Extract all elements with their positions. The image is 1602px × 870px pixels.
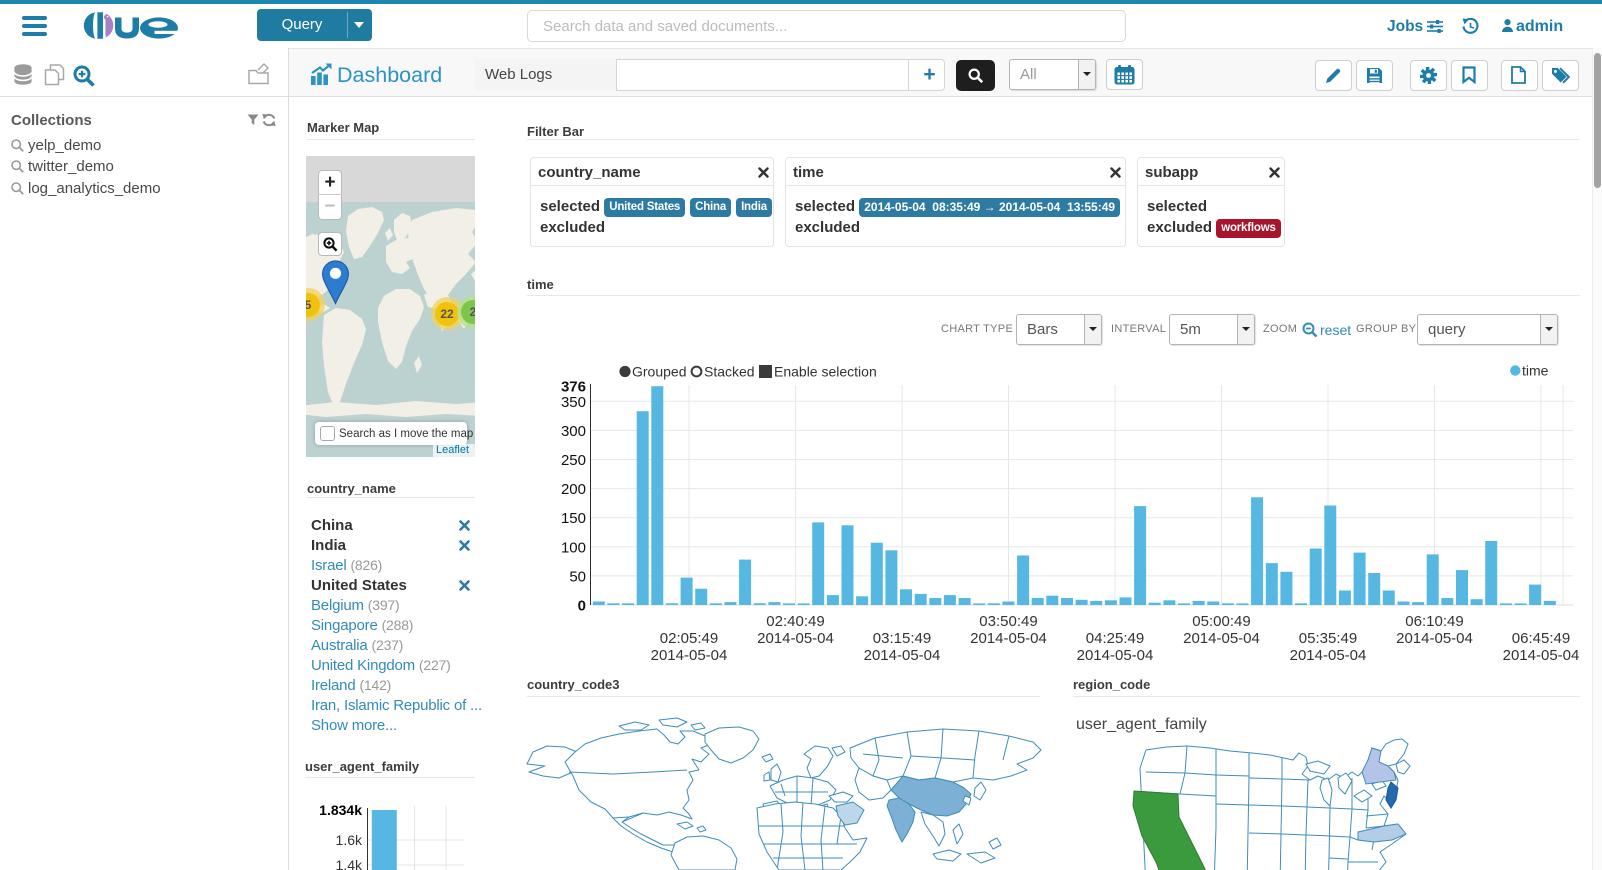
svg-text:02:05:49: 02:05:49 [660,630,718,647]
svg-text:150: 150 [561,510,586,527]
svg-text:300: 300 [561,423,586,440]
svg-text:04:25:49: 04:25:49 [1086,630,1144,647]
svg-text:2014-05-04: 2014-05-04 [1183,630,1260,647]
svg-text:2014-05-04: 2014-05-04 [970,630,1047,647]
svg-text:2014-05-04: 2014-05-04 [1396,630,1473,647]
svg-text:2014-05-04: 2014-05-04 [864,647,941,664]
svg-text:2014-05-04: 2014-05-04 [1077,647,1154,664]
svg-text:05:00:49: 05:00:49 [1192,613,1250,630]
svg-text:1.6k: 1.6k [336,832,363,848]
svg-text:350: 350 [561,394,586,411]
svg-text:Grouped: Grouped [632,364,686,380]
svg-text:200: 200 [561,481,586,498]
svg-text:06:45:49: 06:45:49 [1512,630,1570,647]
svg-text:02:40:49: 02:40:49 [766,613,824,630]
svg-text:0: 0 [578,598,586,615]
svg-text:03:50:49: 03:50:49 [979,613,1037,630]
svg-text:2014-05-04: 2014-05-04 [757,630,834,647]
svg-text:100: 100 [561,539,586,556]
svg-text:Stacked: Stacked [704,364,755,380]
svg-text:2014-05-04: 2014-05-04 [1290,647,1367,664]
svg-text:06:10:49: 06:10:49 [1405,613,1463,630]
svg-text:05:35:49: 05:35:49 [1299,630,1357,647]
svg-text:2014-05-04: 2014-05-04 [651,647,728,664]
svg-text:Enable selection: Enable selection [774,364,877,380]
svg-text:50: 50 [569,568,586,585]
svg-text:2014-05-04: 2014-05-04 [1503,647,1580,664]
svg-text:376: 376 [561,379,586,396]
svg-text:1.4k: 1.4k [336,857,363,870]
svg-text:time: time [1522,363,1549,379]
svg-text:1.834k: 1.834k [319,802,362,818]
svg-text:03:15:49: 03:15:49 [873,630,931,647]
svg-text:250: 250 [561,452,586,469]
